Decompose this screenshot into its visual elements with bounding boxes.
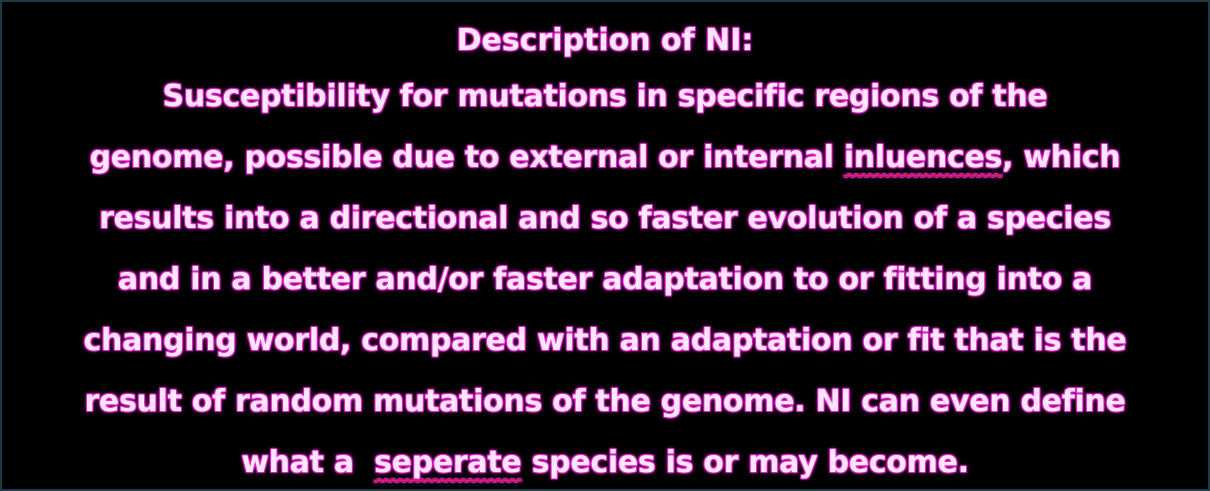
line-2-text-b: , which (1002, 140, 1121, 175)
line-7-text-a: what a (241, 445, 375, 480)
description-line-5: changing world, compared with an adaptat… (2, 310, 1208, 371)
description-line-2: genome, possible due to external or inte… (2, 127, 1208, 188)
slide-title: Description of NI: (456, 23, 754, 58)
line-2-text-a: genome, possible due to external or inte… (89, 140, 844, 175)
line-3-text: results into a directional and so faster… (99, 201, 1111, 236)
description-line-3: results into a directional and so faster… (2, 188, 1208, 249)
line-1-text: Susceptibility for mutations in specific… (162, 79, 1048, 114)
description-line-7: what a seperate species is or may become… (2, 432, 1208, 489)
line-4-text: and in a better and/or faster adaptation… (117, 262, 1093, 297)
line-5-text: changing world, compared with an adaptat… (83, 323, 1127, 358)
line-7-text-b: species is or may become. (521, 445, 969, 480)
description-text-block: Description of NI: Susceptibility for mu… (2, 16, 1208, 489)
description-line-1: Susceptibility for mutations in specific… (2, 66, 1208, 127)
description-line-6: result of random mutations of the genome… (2, 371, 1208, 432)
spellcheck-flagged-word[interactable]: inluences (843, 140, 1003, 175)
spellcheck-flagged-word[interactable]: seperate (374, 445, 522, 480)
line-6-text: result of random mutations of the genome… (84, 384, 1126, 419)
description-line-4: and in a better and/or faster adaptation… (2, 249, 1208, 310)
